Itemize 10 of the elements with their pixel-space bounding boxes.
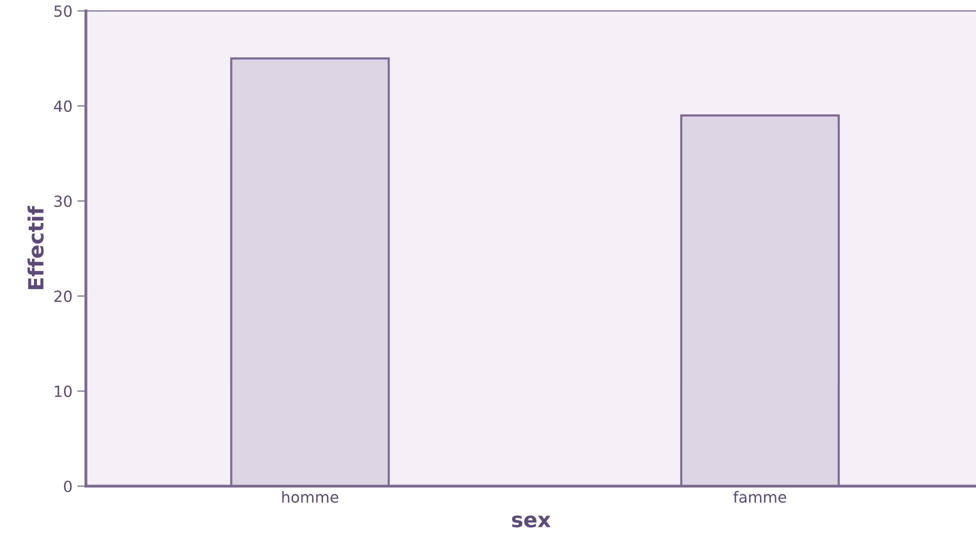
y-axis-title: Effectif — [28, 206, 44, 290]
y-tick-label: 10 — [54, 386, 72, 398]
y-tick-label: 20 — [54, 290, 72, 302]
y-tick-label: 50 — [54, 5, 72, 17]
y-tick-label: 40 — [54, 100, 72, 112]
y-tick-label: 30 — [54, 195, 72, 208]
x-tick-label: homme — [282, 491, 338, 503]
y-tick-label: 0 — [64, 480, 72, 492]
x-tick-label: famme — [733, 491, 786, 503]
x-axis-title: sex — [512, 516, 551, 528]
